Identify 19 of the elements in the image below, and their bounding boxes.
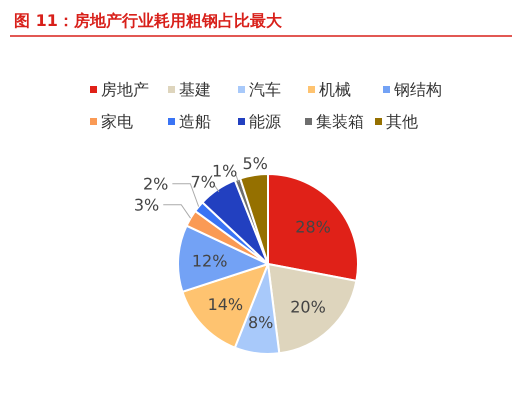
legend-label: 能源	[249, 112, 281, 131]
data-label: 28%	[295, 218, 331, 237]
data-label: 12%	[192, 251, 228, 270]
legend-label: 房地产	[101, 80, 149, 99]
data-label: 3%	[134, 196, 160, 215]
data-label: 5%	[242, 154, 268, 174]
data-label: 20%	[290, 298, 326, 317]
legend-label: 机械	[319, 80, 351, 99]
legend-label: 集装箱	[316, 112, 364, 131]
chart-title: 图 11：房地产行业耗用粗钢占比最大	[14, 11, 283, 30]
legend-label: 其他	[386, 112, 418, 131]
legend-label: 汽车	[249, 80, 281, 99]
legend-label: 基建	[179, 80, 211, 99]
data-label: 14%	[208, 295, 244, 314]
legend-label: 家电	[101, 112, 133, 131]
legend-label: 造船	[179, 112, 211, 131]
legend-label: 钢结构	[393, 80, 442, 99]
data-label: 8%	[248, 313, 274, 332]
data-label: 2%	[142, 174, 168, 194]
